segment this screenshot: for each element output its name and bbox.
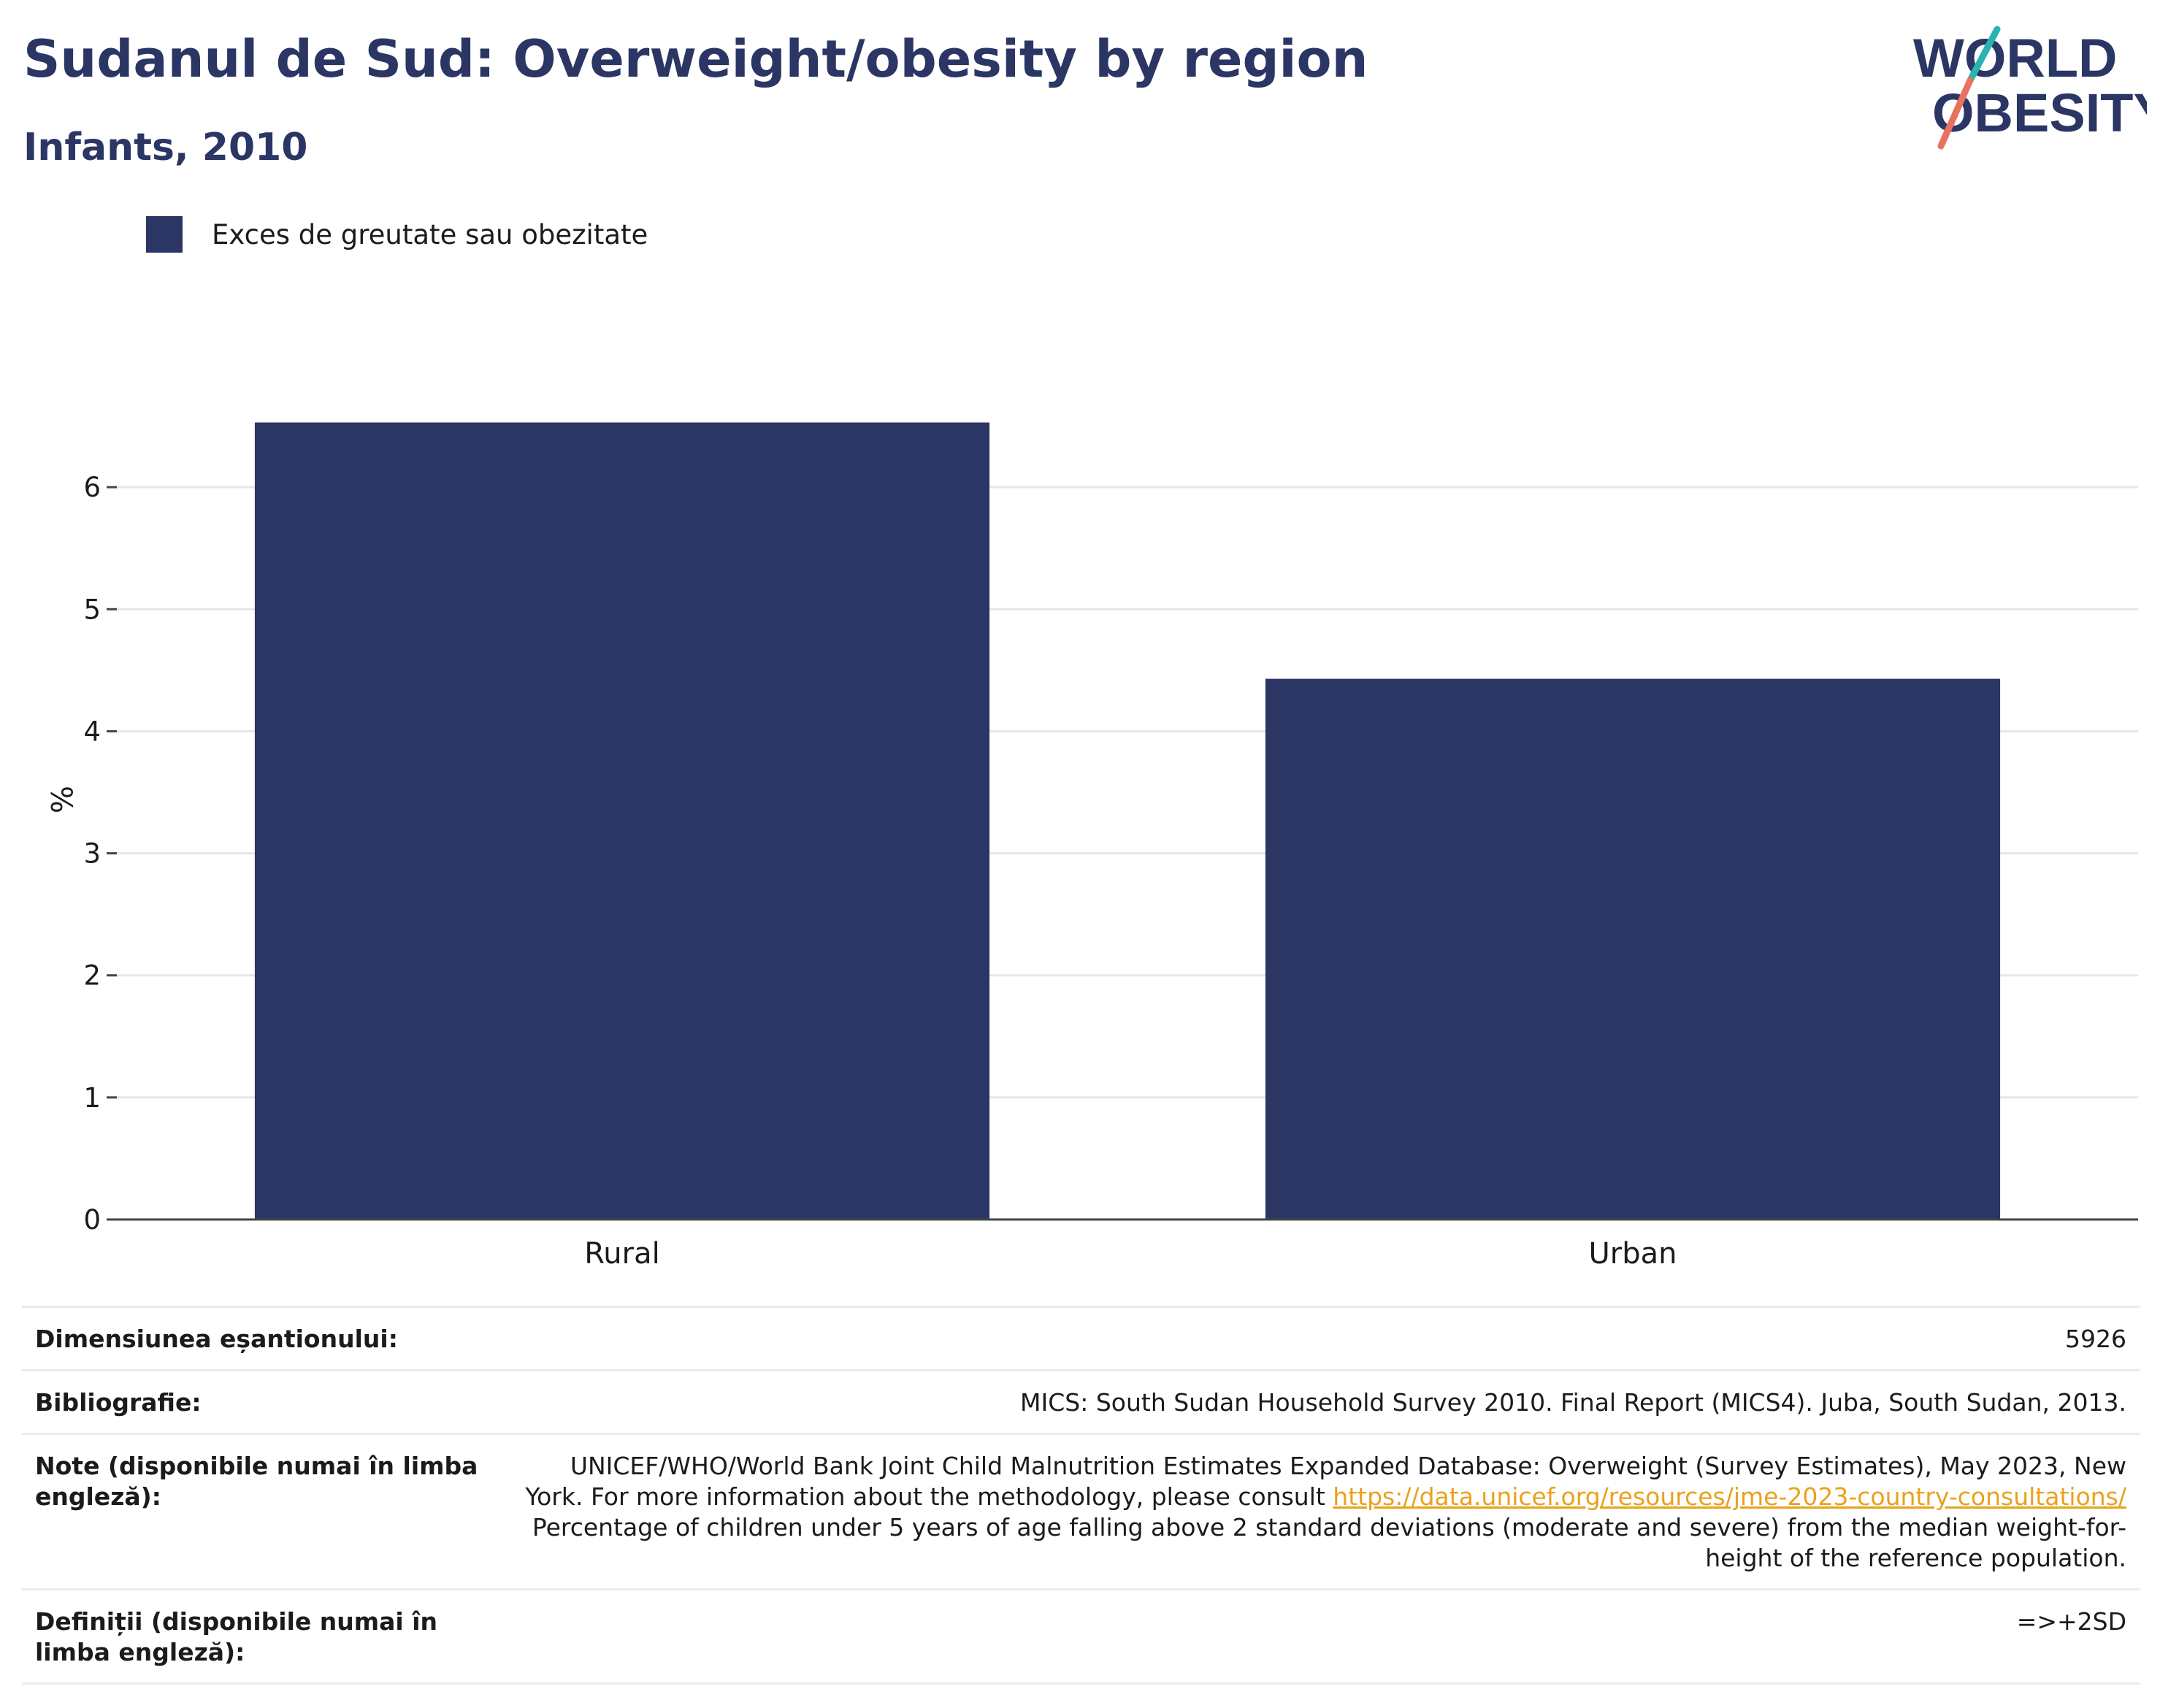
info-row-sample-size: Dimensiunea eșantionului: 5926 [22,1306,2140,1369]
notes-text-2: Percentage of children under 5 years of … [532,1513,2126,1572]
logo-slash-top [1966,26,2001,84]
definitions-value: =>+2SD [2016,1607,2126,1636]
y-tick-label: 2 [83,960,101,992]
sample-size-label: Dimensiunea eșantionului: [35,1325,398,1353]
bibliography-value: MICS: South Sudan Household Survey 2010.… [1020,1388,2126,1417]
notes-value: UNICEF/WHO/World Bank Joint Child Malnut… [517,1451,2126,1574]
legend-swatch [146,216,183,253]
x-tick-label: Urban [1589,1237,1677,1271]
info-row-bibliography: Bibliografie: MICS: South Sudan Househol… [22,1369,2140,1433]
logo-line1: WORLD [1913,28,2118,88]
notes-label: Note (disponibile numai în limba engleză… [35,1452,478,1511]
y-tick-label: 1 [83,1082,101,1114]
bar-urban [1265,678,2001,1219]
y-tick-label: 5 [83,594,101,625]
chart-subtitle: Infants, 2010 [23,126,308,169]
logo-slash-bottom [1937,77,1974,150]
x-tick-label: Rural [584,1237,659,1271]
world-obesity-logo: WORLD OBESITY [1913,26,2147,150]
bar-rural [254,422,990,1219]
definitions-label: Definiții (disponibile numai în limba en… [35,1607,438,1666]
chart-title: Sudanul de Sud: Overweight/obesity by re… [23,29,1368,89]
info-row-notes: Note (disponibile numai în limba engleză… [22,1433,2140,1588]
info-table: Dimensiunea eșantionului: 5926 Bibliogra… [22,1306,2140,1685]
sample-size-value: 5926 [2065,1325,2126,1353]
y-tick-label: 4 [83,716,101,747]
y-axis-label: % [44,786,77,813]
bibliography-label: Bibliografie: [35,1388,202,1417]
notes-link[interactable]: https://data.unicef.org/resources/jme-20… [1333,1482,2126,1511]
y-tick-label: 6 [83,472,101,503]
y-tick-label: 3 [83,838,101,870]
legend[interactable]: Exces de greutate sau obezitate [146,216,648,253]
bar-chart: 0 1 2 3 4 5 6 Rural Urban% [44,422,2138,1271]
y-tick-label: 0 [83,1204,101,1236]
info-row-definitions: Definiții (disponibile numai în limba en… [22,1588,2140,1685]
legend-label: Exces de greutate sau obezitate [212,218,648,250]
notes-text-1: UNICEF/WHO/World Bank Joint Child Malnut… [525,1452,2126,1511]
